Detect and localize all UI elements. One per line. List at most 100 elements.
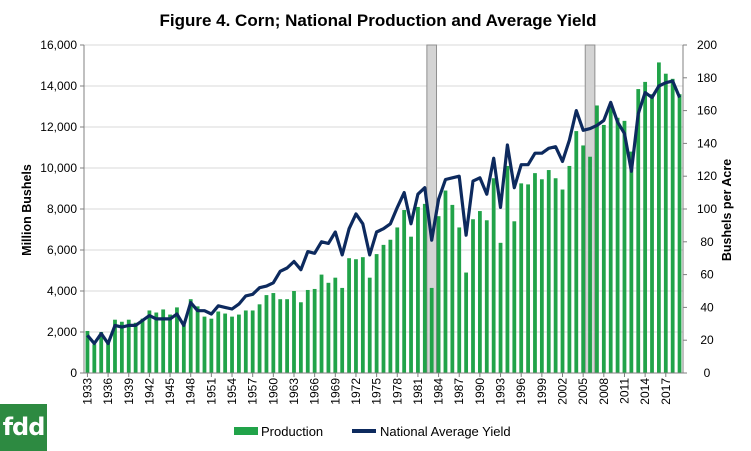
x-tick-label: 1936 <box>101 378 115 405</box>
y-tick-label: 0 <box>70 366 77 380</box>
y-tick-label: 16,000 <box>40 38 77 52</box>
production-bar-1999 <box>539 179 544 373</box>
y2-tick-label: 40 <box>700 300 714 314</box>
production-bar-1987 <box>457 227 462 373</box>
x-tick-label: 2008 <box>597 378 611 405</box>
x-tick-label: 2005 <box>576 378 590 405</box>
legend-label-yield: National Average Yield <box>380 424 511 439</box>
production-bar-2009 <box>608 104 613 373</box>
legend-swatch-production <box>234 427 258 435</box>
y2-tick-label: 0 <box>704 366 711 380</box>
production-bar-2013 <box>636 89 641 373</box>
y2-tick-label: 60 <box>700 268 714 282</box>
y-tick-label: 8,000 <box>47 202 77 216</box>
x-axis-ticks: 1933 1936 1939 1942 1945 1948 1951 1954 1957 1960… <box>80 373 673 405</box>
production-bar-1955 <box>237 314 241 373</box>
production-bar-1936 <box>106 342 110 373</box>
y2-axis-label: Bushels per Acre <box>720 159 734 261</box>
production-bar-1977 <box>388 239 393 373</box>
yield-line-group <box>86 79 682 346</box>
x-tick-label: 1990 <box>473 378 487 405</box>
production-bar-1978 <box>395 227 400 373</box>
production-bar-1965 <box>305 289 310 373</box>
y-tick-label: 6,000 <box>47 243 77 257</box>
y-tick-label: 14,000 <box>40 79 77 93</box>
x-tick-label: 1975 <box>370 378 384 405</box>
production-bar-2017 <box>663 73 668 373</box>
production-bar-1972 <box>354 259 358 373</box>
y2-axis-ticks: 0 20 40 60 80 100 120 140 160 180 200 <box>683 38 717 380</box>
y2-tick-label: 140 <box>697 136 717 150</box>
production-bar-1942 <box>147 310 152 373</box>
production-bar-1939 <box>126 319 131 373</box>
production-bar-1952 <box>216 311 221 373</box>
production-bar-2006 <box>588 156 592 373</box>
production-bar-2001 <box>553 178 558 373</box>
y-axis-ticks: 0 2,000 4,000 6,000 8,000 10,000 12,000 14,000 1… <box>40 38 84 380</box>
production-bar-1951 <box>209 318 214 373</box>
production-bar-1935 <box>99 332 104 373</box>
production-bar-1985 <box>443 190 448 373</box>
y-tick-label: 10,000 <box>40 161 77 175</box>
legend-label-production: Production <box>261 424 323 439</box>
production-bar-2005 <box>581 145 586 373</box>
production-bar-1997 <box>526 184 530 373</box>
x-tick-label: 1981 <box>411 378 425 405</box>
production-bar-1948 <box>188 299 193 373</box>
x-tick-label: 1993 <box>494 378 508 405</box>
x-tick-label: 2014 <box>638 378 652 405</box>
production-bar-2018 <box>670 78 675 373</box>
production-bar-1941 <box>140 318 145 373</box>
production-bar-1980 <box>409 236 413 373</box>
x-tick-label: 2011 <box>617 378 631 404</box>
production-bar-1971 <box>347 258 351 373</box>
x-tick-label: 1939 <box>122 378 136 405</box>
production-bar-1993 <box>498 242 503 373</box>
y-tick-label: 2,000 <box>47 325 77 339</box>
x-tick-label: 1957 <box>246 378 260 405</box>
production-bar-1998 <box>533 173 537 373</box>
x-tick-label: 1978 <box>390 378 404 405</box>
production-bar-1975 <box>374 254 379 373</box>
production-bar-1984 <box>436 216 441 373</box>
production-bar-1961 <box>278 299 283 373</box>
x-tick-label: 1966 <box>308 378 322 405</box>
production-bar-2011 <box>622 120 627 373</box>
y-axis-label: Million Bushels <box>20 164 34 256</box>
production-bar-1974 <box>367 277 372 373</box>
y-tick-label: 12,000 <box>40 120 77 134</box>
production-bar-1950 <box>202 316 207 373</box>
production-bar-1949 <box>195 306 200 373</box>
production-bar-1986 <box>450 204 455 373</box>
x-tick-label: 1984 <box>432 378 446 405</box>
production-bar-1946 <box>175 307 179 373</box>
x-tick-label: 1945 <box>163 378 177 405</box>
production-bar-2015 <box>650 94 654 373</box>
production-bar-2002 <box>560 189 565 373</box>
x-tick-label: 1969 <box>328 378 342 405</box>
production-bar-2000 <box>546 170 551 373</box>
production-bar-1976 <box>381 244 386 373</box>
y-tick-label: 4,000 <box>47 284 77 298</box>
x-tick-label: 1999 <box>535 378 549 405</box>
x-tick-label: 1942 <box>142 378 156 405</box>
legend: Production National Average Yield <box>234 424 511 439</box>
y2-tick-label: 100 <box>697 202 717 216</box>
y2-tick-label: 180 <box>697 71 717 85</box>
production-bar-1937 <box>113 319 117 373</box>
production-bar-1967 <box>319 274 324 373</box>
production-bar-1934 <box>92 344 97 373</box>
x-tick-label: 1987 <box>452 378 466 405</box>
production-bar-2019 <box>677 94 682 373</box>
production-bar-1981 <box>416 206 420 373</box>
y2-tick-label: 20 <box>700 333 714 347</box>
production-bar-1943 <box>154 312 159 373</box>
production-bar-2003 <box>567 165 572 373</box>
production-bar-1958 <box>257 304 262 373</box>
x-tick-label: 1948 <box>184 378 198 405</box>
production-bar-1956 <box>243 310 248 373</box>
yield-line <box>86 79 682 346</box>
production-bar-1959 <box>264 295 269 373</box>
x-tick-label: 1963 <box>287 378 301 405</box>
production-bar-1954 <box>230 316 234 373</box>
